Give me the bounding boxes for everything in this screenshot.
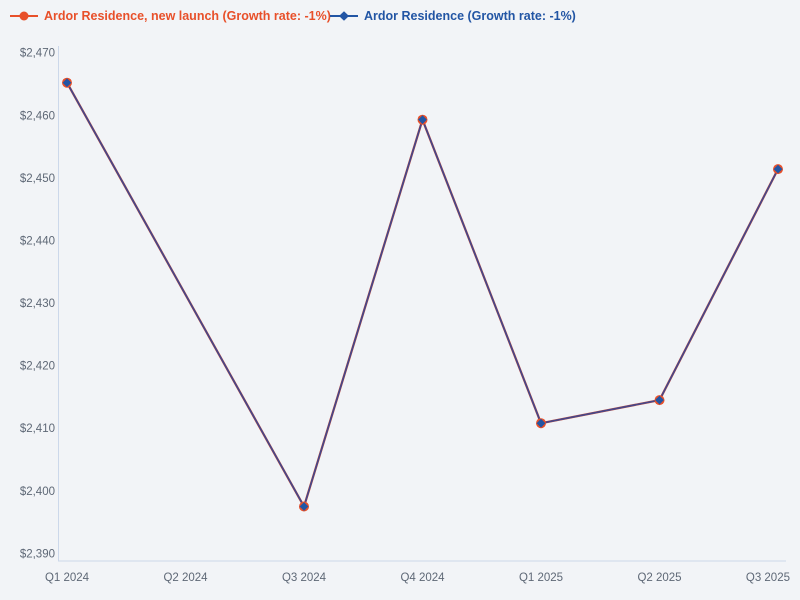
series2-data-point[interactable] xyxy=(299,502,309,511)
y-tick-label: $2,450 xyxy=(20,173,55,185)
x-tick-label: Q3 2025 xyxy=(746,572,790,584)
legend: Ardor Residence, new launch (Growth rate… xyxy=(0,0,800,34)
y-tick-label: $2,410 xyxy=(20,423,55,435)
y-tick-label: $2,400 xyxy=(20,486,55,498)
series2-data-point[interactable] xyxy=(536,418,546,428)
x-tick-label: Q1 2024 xyxy=(45,572,90,584)
series2-line xyxy=(66,82,779,509)
y-tick-label: $2,430 xyxy=(20,298,55,310)
legend-label-series1: Ardor Residence, new launch (Growth rate… xyxy=(44,9,331,23)
x-tick-label: Q2 2025 xyxy=(637,572,681,584)
y-tick-label: $2,420 xyxy=(20,361,55,373)
series2-data-point[interactable] xyxy=(418,115,427,125)
axis-line xyxy=(58,46,786,562)
y-tick-label: $2,470 xyxy=(20,48,55,60)
legend-item-series1[interactable]: Ardor Residence, new launch (Growth rate… xyxy=(10,9,331,23)
x-tick-label: Q4 2024 xyxy=(400,572,445,584)
y-tick-label: $2,440 xyxy=(20,236,55,248)
series2-data-point[interactable] xyxy=(62,78,72,88)
legend-item-series2[interactable]: Ardor Residence (Growth rate: -1%) xyxy=(330,9,576,23)
y-tick-label: $2,390 xyxy=(20,548,55,560)
series2-diamond-marker-icon xyxy=(330,11,358,21)
x-tick-label: Q2 2024 xyxy=(163,572,208,584)
series1-circle-marker-icon xyxy=(10,11,38,21)
series1-line xyxy=(65,82,780,510)
legend-label-series2: Ardor Residence (Growth rate: -1%) xyxy=(364,9,576,23)
x-tick-label: Q1 2025 xyxy=(519,572,563,584)
y-tick-label: $2,460 xyxy=(20,110,55,122)
series2-data-point[interactable] xyxy=(773,164,783,174)
x-tick-label: Q3 2024 xyxy=(282,572,327,584)
series2-data-point[interactable] xyxy=(655,395,664,405)
